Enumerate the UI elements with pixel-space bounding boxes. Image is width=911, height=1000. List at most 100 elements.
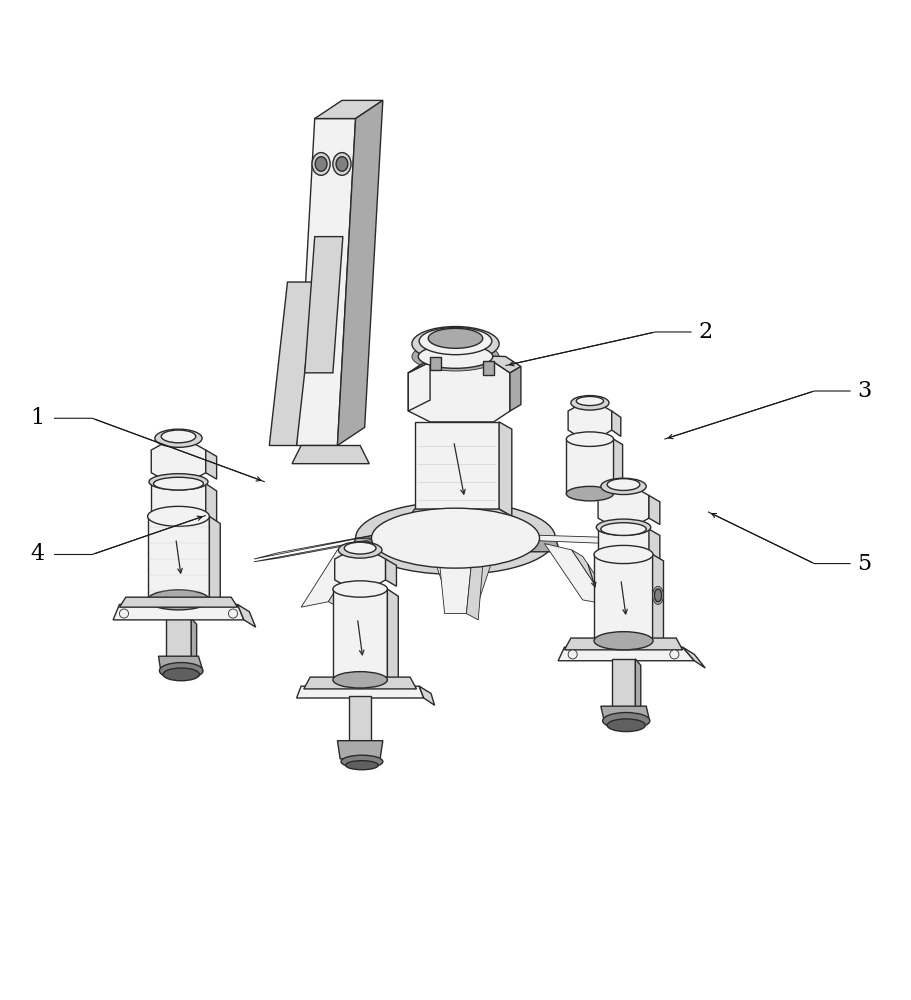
Ellipse shape: [607, 719, 645, 732]
Text: 5: 5: [857, 553, 871, 575]
Polygon shape: [333, 589, 387, 680]
Ellipse shape: [338, 542, 382, 558]
Polygon shape: [337, 100, 383, 446]
Polygon shape: [613, 439, 622, 499]
Polygon shape: [292, 446, 369, 464]
Ellipse shape: [355, 502, 556, 574]
Text: 3: 3: [857, 380, 871, 402]
Ellipse shape: [336, 157, 348, 171]
Polygon shape: [349, 696, 371, 743]
Polygon shape: [595, 554, 652, 641]
Ellipse shape: [372, 508, 539, 568]
Polygon shape: [649, 529, 660, 561]
Polygon shape: [159, 656, 202, 668]
Polygon shape: [599, 529, 649, 554]
Ellipse shape: [412, 342, 499, 371]
Text: 1: 1: [31, 407, 45, 429]
Polygon shape: [415, 422, 499, 509]
Polygon shape: [558, 647, 694, 661]
Ellipse shape: [571, 396, 609, 410]
Polygon shape: [652, 554, 663, 648]
Polygon shape: [297, 119, 355, 446]
Polygon shape: [433, 554, 478, 595]
Polygon shape: [206, 450, 217, 479]
Ellipse shape: [345, 761, 378, 770]
Ellipse shape: [154, 477, 203, 490]
Polygon shape: [408, 362, 510, 422]
Ellipse shape: [654, 589, 661, 602]
Polygon shape: [151, 484, 206, 516]
Polygon shape: [304, 677, 416, 689]
Text: 4: 4: [31, 543, 45, 565]
Ellipse shape: [670, 650, 679, 659]
Polygon shape: [254, 529, 405, 559]
Ellipse shape: [148, 506, 210, 526]
Ellipse shape: [163, 668, 200, 681]
Ellipse shape: [333, 153, 351, 175]
Ellipse shape: [601, 478, 646, 495]
Ellipse shape: [159, 663, 203, 679]
Ellipse shape: [341, 755, 383, 768]
Polygon shape: [601, 706, 649, 718]
Ellipse shape: [148, 590, 210, 610]
Polygon shape: [545, 544, 608, 604]
Polygon shape: [439, 559, 472, 614]
Polygon shape: [419, 686, 435, 705]
Text: 2: 2: [698, 321, 712, 343]
Polygon shape: [148, 516, 210, 600]
Polygon shape: [572, 550, 619, 611]
Ellipse shape: [597, 519, 650, 535]
Ellipse shape: [428, 328, 483, 348]
Ellipse shape: [568, 650, 578, 659]
Polygon shape: [387, 589, 398, 686]
Ellipse shape: [567, 432, 613, 446]
Bar: [430, 357, 441, 370]
Ellipse shape: [601, 523, 646, 535]
Polygon shape: [408, 362, 430, 411]
Polygon shape: [238, 604, 256, 627]
Bar: [483, 361, 494, 375]
Ellipse shape: [161, 430, 196, 443]
Polygon shape: [385, 559, 396, 586]
Polygon shape: [499, 422, 512, 516]
Polygon shape: [302, 544, 364, 607]
Polygon shape: [191, 618, 197, 665]
Ellipse shape: [418, 345, 493, 368]
Polygon shape: [305, 237, 343, 373]
Polygon shape: [611, 411, 620, 436]
Polygon shape: [113, 604, 244, 620]
Polygon shape: [334, 550, 385, 589]
Polygon shape: [210, 516, 220, 607]
Ellipse shape: [567, 486, 613, 501]
Polygon shape: [254, 535, 405, 562]
Polygon shape: [297, 686, 424, 698]
Polygon shape: [206, 484, 217, 523]
Ellipse shape: [577, 396, 604, 406]
Ellipse shape: [603, 713, 650, 729]
Polygon shape: [599, 486, 649, 527]
Polygon shape: [515, 535, 655, 545]
Ellipse shape: [344, 542, 376, 554]
Ellipse shape: [315, 157, 327, 171]
Polygon shape: [649, 495, 660, 525]
Polygon shape: [119, 597, 238, 607]
Polygon shape: [151, 441, 206, 482]
Polygon shape: [567, 439, 613, 494]
Polygon shape: [510, 366, 521, 411]
Polygon shape: [466, 559, 483, 620]
Ellipse shape: [333, 581, 387, 597]
Polygon shape: [270, 282, 314, 446]
Ellipse shape: [652, 586, 663, 604]
Polygon shape: [351, 538, 560, 552]
Ellipse shape: [155, 429, 202, 447]
Polygon shape: [682, 647, 705, 668]
Ellipse shape: [419, 327, 492, 355]
Ellipse shape: [333, 672, 387, 688]
Polygon shape: [405, 509, 512, 541]
Ellipse shape: [607, 479, 640, 490]
Ellipse shape: [312, 153, 330, 175]
Polygon shape: [635, 659, 640, 715]
Ellipse shape: [229, 609, 238, 618]
Ellipse shape: [412, 327, 499, 361]
Polygon shape: [568, 403, 611, 439]
